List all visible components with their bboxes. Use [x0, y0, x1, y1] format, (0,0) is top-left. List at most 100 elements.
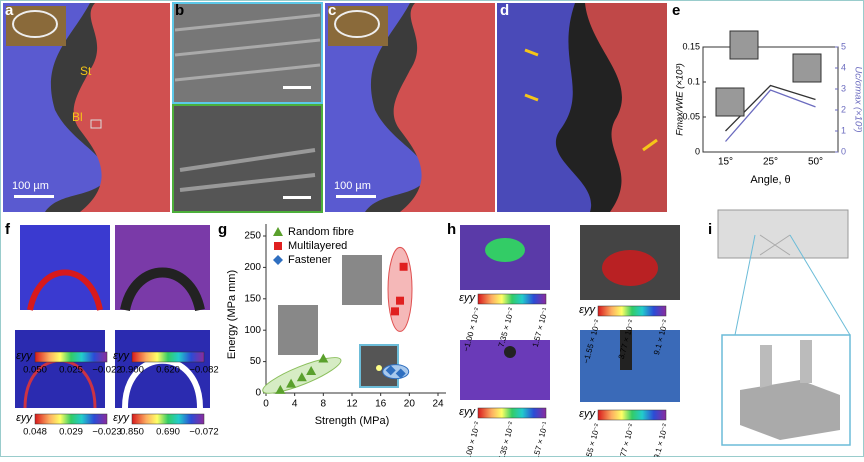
inset	[729, 30, 759, 60]
legend-marker	[273, 227, 283, 236]
legend-marker	[273, 255, 283, 265]
y-tick-label: 50	[250, 356, 262, 367]
colorbar-tick-label: 0.620	[156, 365, 180, 376]
colorbar-symbol: εyy	[16, 350, 33, 362]
region-label: St	[80, 64, 92, 78]
y-axis-label: Energy (MPa mm)	[226, 270, 238, 359]
scale-bar-label: 100 µm	[334, 180, 371, 192]
x-tick-label: 16	[375, 399, 387, 410]
x-tick-label: 24	[432, 399, 444, 410]
x-axis-label: Angle, θ	[750, 174, 790, 186]
panel-b-image	[172, 2, 323, 213]
y-tick-label: 100	[244, 325, 261, 336]
x-tick-label: 12	[346, 399, 358, 410]
colorbar-tick-label: 3.77 × 10⁻²	[617, 422, 636, 457]
colorbar-tick-label: −1.55 × 10⁻²	[582, 422, 602, 457]
panel-label: g	[218, 221, 227, 238]
y-tick-label: 150	[244, 293, 261, 304]
colorbar-tick-label: −0.082	[189, 365, 218, 376]
y2-tick-label: 0	[841, 146, 846, 156]
x-tick-label: 25°	[763, 157, 778, 168]
colorbar	[597, 305, 667, 317]
y-tick-label: 0.05	[682, 111, 700, 121]
point	[395, 368, 406, 379]
colorbar-symbol: εyy	[459, 292, 476, 304]
y-tick-label: 200	[244, 262, 261, 273]
panel-c-image	[325, 3, 495, 212]
panel-a-image	[3, 3, 170, 212]
colorbar-tick-label: 9.1 × 10⁻²	[652, 422, 670, 457]
scale-bar-label: 100 µm	[12, 180, 49, 192]
y-tick-label: 0	[695, 146, 700, 156]
colorbar-tick-label: −1.00 × 10⁻²	[462, 420, 482, 457]
colorbar	[34, 351, 108, 363]
legend-label: Fastener	[288, 254, 332, 266]
point	[296, 372, 307, 382]
panel-label: h	[447, 221, 456, 238]
colorbar-tick-label: 0.029	[59, 427, 83, 438]
x-tick-label: 0	[263, 399, 269, 410]
colorbar-tick-label: 1.57 × 10⁻¹	[531, 420, 550, 457]
colorbar-tick-label: −0.022	[92, 365, 121, 376]
y-axis-label: Fmax/WtE (×10³)	[675, 63, 686, 136]
panel-f-images	[15, 225, 210, 409]
panel-label: d	[500, 2, 509, 19]
region	[387, 246, 413, 332]
x-tick-label: 20	[404, 399, 416, 410]
point	[391, 307, 399, 316]
colorbar-tick-label: −0.072	[189, 427, 218, 438]
x-axis-label: Strength (MPa)	[315, 415, 390, 427]
x-tick-label: 4	[292, 399, 298, 410]
x-tick-label: 50°	[808, 157, 823, 168]
panel-label: e	[672, 2, 680, 19]
colorbar-symbol: εyy	[579, 304, 596, 316]
y2-tick-label: 1	[841, 125, 846, 135]
panel-label: c	[328, 2, 336, 19]
panel-label: b	[175, 2, 184, 19]
panel-h-images	[460, 225, 680, 402]
colorbar-symbol: εyy	[579, 408, 596, 420]
colorbar-tick-label: 0.025	[59, 365, 83, 376]
colorbar-symbol: εyy	[113, 350, 130, 362]
colorbar-tick-label: 0.690	[156, 427, 180, 438]
colorbar-symbol: εyy	[16, 412, 33, 424]
y2-tick-label: 2	[841, 104, 846, 114]
y-tick-label: 0	[255, 388, 261, 399]
point	[396, 296, 405, 305]
point	[275, 384, 286, 394]
colorbar-tick-label: 7.35 × 10⁻²	[497, 420, 516, 457]
region	[382, 364, 410, 380]
y-tick-label: 250	[244, 231, 261, 242]
point	[318, 353, 329, 363]
inset	[792, 53, 822, 83]
region-label: Bl	[72, 110, 83, 124]
y-tick-label: 0.1	[687, 76, 700, 86]
panel-i-image	[717, 209, 851, 446]
colorbar	[597, 409, 667, 421]
colorbar	[477, 407, 547, 419]
series-line	[725, 89, 816, 142]
panel-g-decor	[278, 255, 399, 388]
y2-axis-label: Uc/σmax (×10³)	[852, 66, 863, 132]
plot-frame	[702, 46, 839, 153]
colorbar-tick-label: 0.050	[23, 365, 47, 376]
colorbar-tick-label: −0.023	[92, 427, 121, 438]
point	[306, 366, 317, 376]
colorbar-symbol: εyy	[459, 406, 476, 418]
colorbar	[34, 413, 108, 425]
colorbar	[131, 351, 205, 363]
inset	[715, 87, 745, 117]
x-tick-label: 15°	[718, 157, 733, 168]
legend-label: Multilayered	[288, 240, 347, 252]
y2-tick-label: 4	[841, 62, 846, 72]
y2-tick-label: 3	[841, 83, 846, 93]
panel-d-image	[497, 3, 667, 212]
point	[385, 365, 396, 376]
point	[286, 378, 297, 388]
legend-marker	[274, 242, 282, 250]
y2-tick-label: 5	[841, 41, 846, 51]
panel-label: f	[5, 221, 11, 238]
point	[399, 262, 408, 271]
colorbar-symbol: εyy	[113, 412, 130, 424]
